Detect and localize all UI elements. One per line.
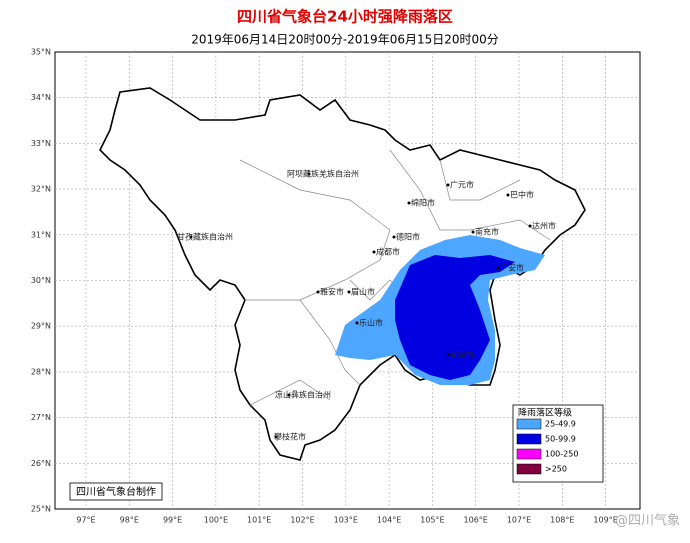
title: 四川省气象台24小时强降雨落区 — [237, 8, 453, 26]
legend-label: 25-49.9 — [545, 420, 576, 429]
legend-label: 100-250 — [545, 450, 578, 459]
lon-label: 106°E — [464, 516, 488, 525]
lat-label: 27°N — [31, 413, 51, 422]
place-dot — [372, 250, 376, 254]
legend-label: >250 — [545, 465, 567, 474]
lon-label: 98°E — [120, 516, 139, 525]
legend: 降雨落区等级 25-49.9 50-99.9 100-250 >250 — [512, 404, 604, 483]
lat-label: 29°N — [31, 322, 51, 331]
place-dot — [446, 353, 450, 357]
legend-title: 降雨落区等级 — [518, 407, 572, 419]
lon-label: 109°E — [593, 516, 617, 525]
lon-label: 100°E — [204, 516, 228, 525]
credit-box — [69, 482, 163, 501]
place-label: 绵阳市 — [411, 198, 435, 208]
place-dot — [496, 266, 500, 270]
lon-label: 97°E — [76, 516, 95, 525]
lat-label: 25°N — [31, 505, 51, 514]
place-dot — [446, 183, 450, 187]
place-label: 甘孜藏族自治州 — [177, 232, 233, 242]
lon-label: 105°E — [420, 516, 444, 525]
place-label: 宜宾市 — [450, 350, 474, 360]
rain-area-heavy — [395, 255, 515, 380]
subtitle: 2019年06月14日20时00分-2019年06月15日20时00分 — [191, 33, 499, 47]
legend-items: 25-49.9 50-99.9 100-250 >250 — [516, 418, 578, 475]
place-label: 南充市 — [475, 227, 499, 237]
place-label: 德阳市 — [396, 232, 420, 242]
lat-label: 28°N — [31, 367, 51, 376]
lon-label: 101°E — [247, 516, 271, 525]
watermark: @四川气象 — [615, 513, 680, 529]
place-label: 攀枝花市 — [274, 432, 306, 442]
legend-label: 50-99.9 — [545, 435, 576, 444]
lat-label: 32°N — [31, 185, 51, 194]
prefecture-borders — [239, 149, 551, 406]
lat-label: 26°N — [31, 459, 51, 468]
place-dot — [316, 290, 320, 294]
legend-swatch — [516, 448, 542, 460]
legend-swatch — [516, 463, 542, 475]
place-dot — [407, 201, 411, 205]
place-dot — [528, 224, 532, 228]
lat-label: 31°N — [31, 230, 51, 239]
credit: 四川省气象台制作 — [76, 485, 156, 498]
place-dot — [506, 193, 510, 197]
legend-swatch — [516, 418, 542, 430]
legend-swatch — [516, 433, 542, 445]
place-label: 眉山市 — [351, 287, 375, 297]
place-dot — [347, 290, 351, 294]
place-label: 达州市 — [532, 221, 556, 231]
place-label: 雅安市 — [320, 287, 344, 297]
place-dot — [471, 230, 475, 234]
place-label: 广安市 — [500, 263, 524, 273]
lon-label: 99°E — [163, 516, 182, 525]
place-label: 广元市 — [450, 180, 474, 190]
lon-label: 102°E — [290, 516, 314, 525]
lat-label: 33°N — [31, 139, 51, 148]
place-label: 巴中市 — [510, 190, 534, 200]
lon-label: 104°E — [377, 516, 401, 525]
lat-label: 34°N — [31, 93, 51, 102]
lon-label: 108°E — [550, 516, 574, 525]
lat-label: 30°N — [31, 276, 51, 285]
place-label: 成都市 — [376, 247, 400, 257]
lon-label: 103°E — [334, 516, 358, 525]
lon-label: 107°E — [507, 516, 531, 525]
place-dot — [189, 235, 193, 239]
lat-label: 35°N — [31, 48, 51, 57]
place-dot — [274, 435, 278, 439]
place-label: 乐山市 — [359, 318, 383, 328]
place-dot — [392, 235, 396, 239]
place-dot — [307, 172, 311, 176]
place-label: 阿坝藏族羌族自治州 — [287, 169, 359, 179]
place-dot — [287, 393, 291, 397]
place-label: 凉山彝族自治州 — [275, 390, 331, 400]
place-dot — [355, 321, 359, 325]
